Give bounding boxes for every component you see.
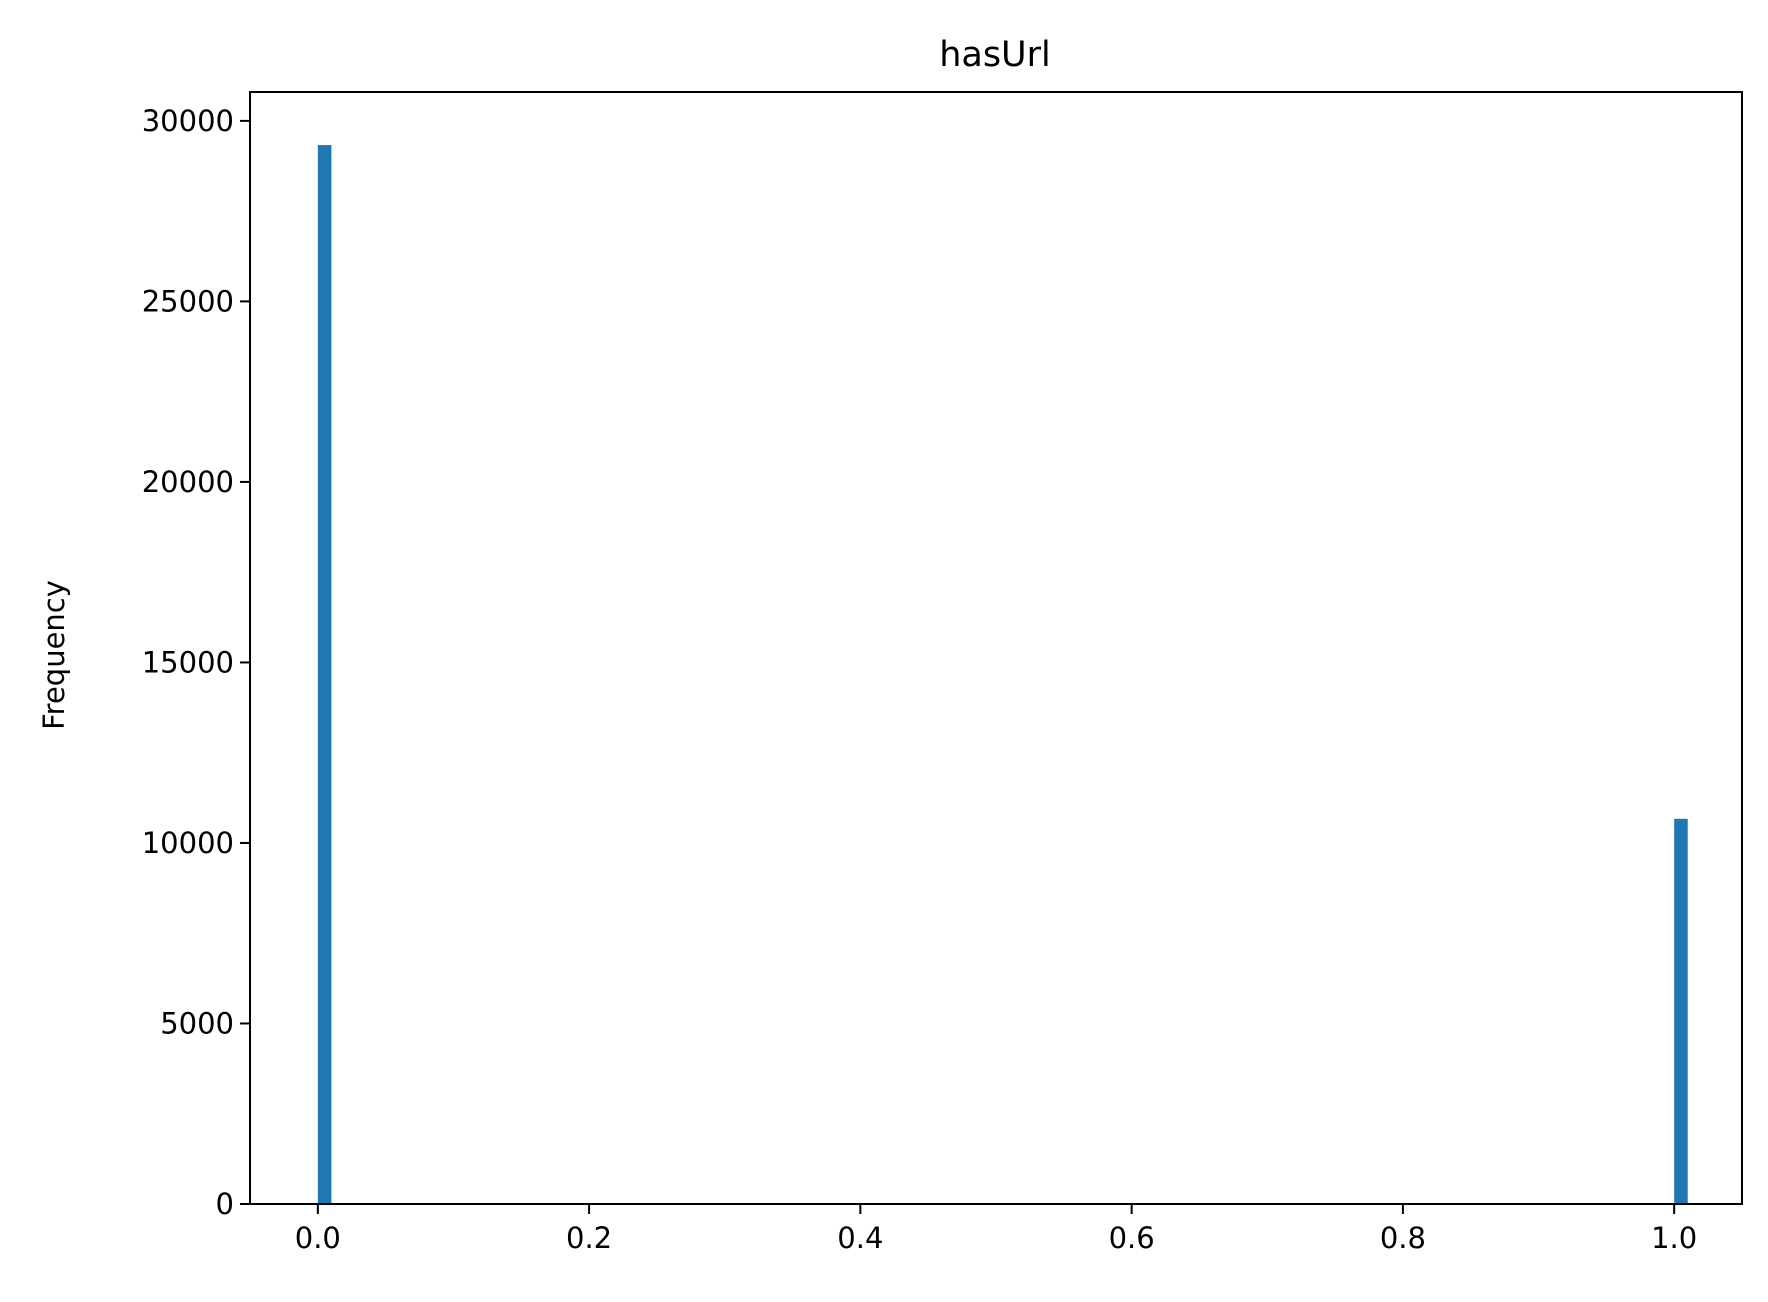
y-axis-ticks: 0 5000 10000 15000 20000 25000 30000: [142, 104, 250, 1221]
x-tick-label: 0.8: [1380, 1221, 1426, 1255]
plot-area-frame: [249, 91, 1743, 1205]
x-tick-label: 0.0: [295, 1221, 341, 1255]
bars-group: [317, 145, 1688, 1204]
y-tick-label: 10000: [142, 826, 234, 860]
x-tick-label: 0.6: [1109, 1221, 1155, 1255]
y-tick-label: 0: [216, 1187, 234, 1221]
x-tick-label: 0.4: [837, 1221, 883, 1255]
y-tick-label: 15000: [142, 645, 234, 679]
y-tick-label: 20000: [142, 465, 234, 499]
x-axis-ticks: 0.0 0.2 0.4 0.6 0.8 1.0: [295, 1204, 1697, 1255]
y-tick-label: 30000: [142, 104, 234, 138]
histogram-bar: [317, 145, 332, 1204]
y-axis-label: Frequency: [37, 580, 71, 730]
histogram-bar: [1674, 818, 1688, 1204]
x-tick-label: 0.2: [566, 1221, 612, 1255]
y-tick-label: 25000: [142, 284, 234, 318]
y-tick-label: 5000: [160, 1006, 234, 1040]
chart-title: hasUrl: [939, 35, 1051, 75]
x-tick-label: 1.0: [1651, 1221, 1697, 1255]
